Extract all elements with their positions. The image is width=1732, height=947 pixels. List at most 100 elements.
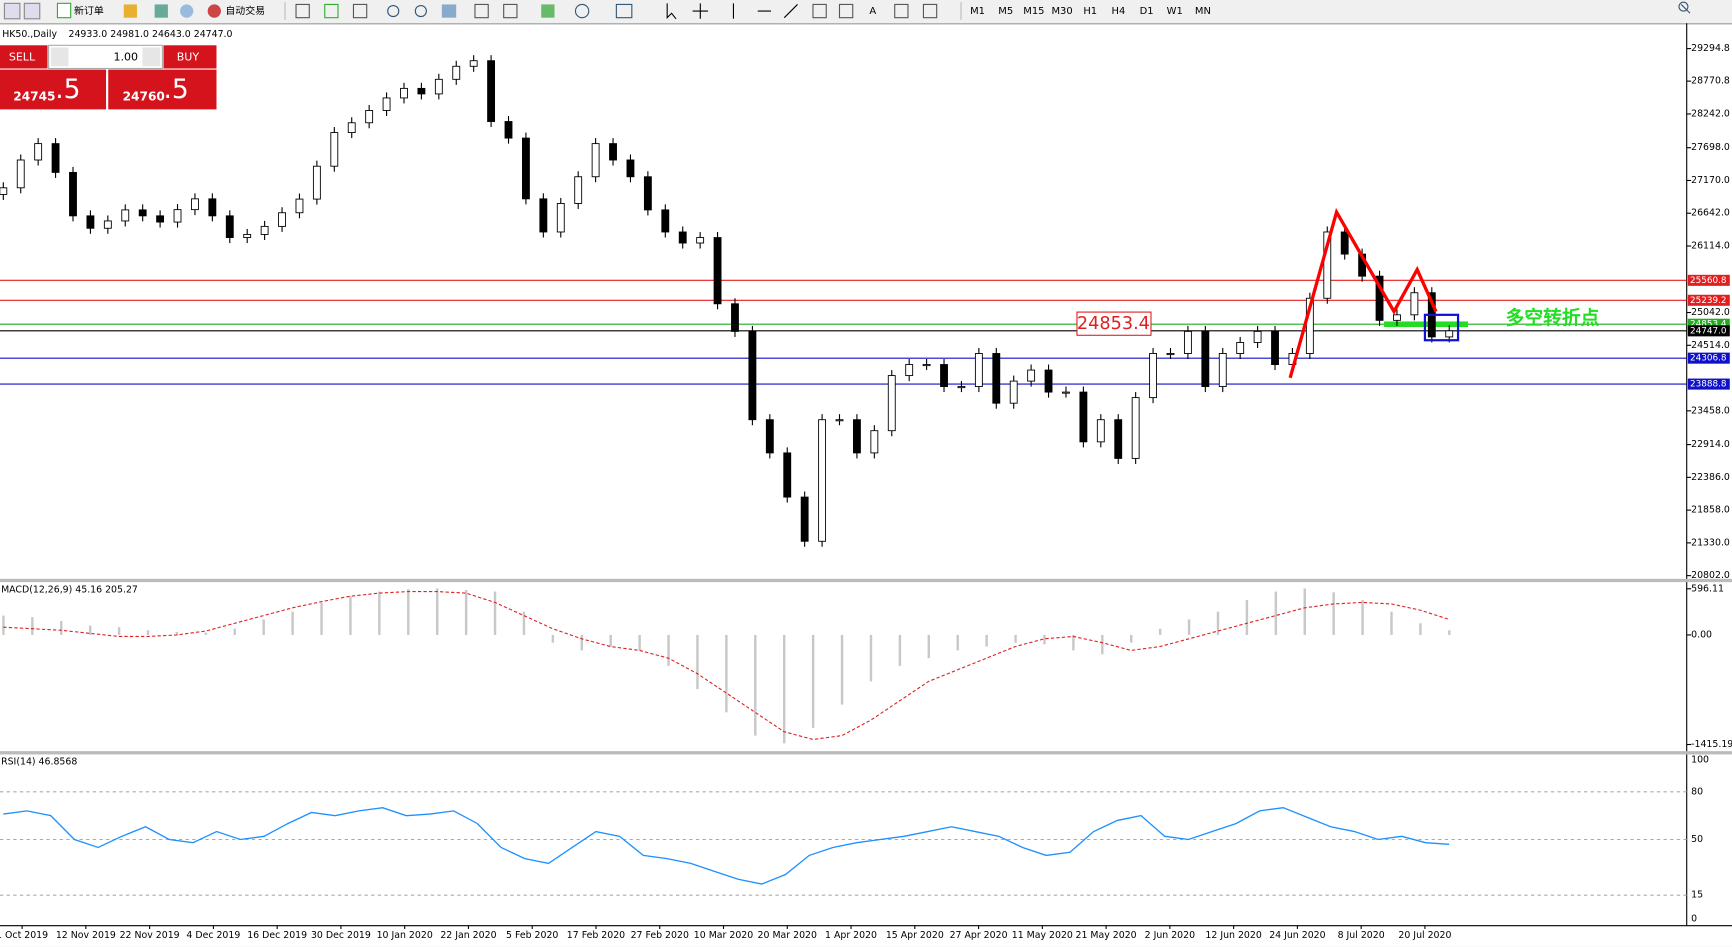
icon[interactable]: [154, 4, 168, 18]
search[interactable]: [1678, 1, 1691, 14]
volume[interactable]: 1.00: [114, 50, 139, 63]
macd-bar: [551, 634, 555, 643]
candle: [504, 121, 513, 139]
candle: [1236, 341, 1245, 354]
candle: [1271, 330, 1279, 365]
cursor-tool[interactable]: [666, 3, 677, 20]
sell-label[interactable]: SELL: [9, 50, 36, 63]
icon[interactable]: [352, 3, 368, 19]
auto-trading[interactable]: 自动交易: [225, 4, 265, 17]
candle: [1096, 419, 1105, 443]
macd-bar: [1274, 591, 1278, 635]
timeframe[interactable]: W1: [1167, 6, 1183, 17]
timeframe[interactable]: M15: [1023, 6, 1044, 17]
timeframe[interactable]: M5: [998, 6, 1013, 17]
timeframe[interactable]: M30: [1051, 6, 1072, 17]
macd-bar: [1448, 630, 1451, 635]
macd-bar: [1130, 634, 1133, 643]
bid-box[interactable]: [0, 69, 107, 110]
candle: [260, 225, 269, 235]
toolbar: [0, 0, 1732, 23]
icon[interactable]: [894, 3, 909, 19]
candle: [1183, 330, 1192, 354]
icon[interactable]: [441, 4, 457, 18]
text-tool[interactable]: A: [869, 6, 876, 17]
panel-separator: [0, 578, 1732, 583]
icon[interactable]: [541, 4, 555, 18]
macd-bar: [31, 617, 34, 635]
timeframe[interactable]: MN: [1195, 6, 1211, 17]
x-tick-label: 5 Feb 2020: [506, 930, 558, 941]
candle: [852, 419, 861, 454]
icon[interactable]: [574, 3, 590, 19]
level-tag: [1687, 352, 1730, 364]
y-tick-label: 22386.0: [1691, 472, 1730, 483]
candle: [783, 452, 792, 498]
new-order-icon[interactable]: [56, 2, 72, 19]
candle: [347, 122, 356, 134]
volume-input[interactable]: [48, 44, 163, 70]
buy-label[interactable]: BUY: [177, 50, 200, 63]
icon[interactable]: [23, 2, 41, 20]
buy-button[interactable]: [163, 45, 217, 69]
macd-bar: [1303, 588, 1306, 635]
spin[interactable]: [50, 47, 69, 67]
y-tick-label: 50: [1691, 834, 1703, 845]
icon[interactable]: [3, 2, 21, 20]
candle: [51, 143, 60, 173]
icon[interactable]: [324, 3, 339, 19]
icon[interactable]: [503, 3, 518, 19]
candle: [382, 97, 391, 111]
ask[interactable]: 24760: [123, 90, 165, 104]
crosshair-tool[interactable]: [692, 3, 709, 19]
zoom-in[interactable]: [387, 4, 400, 18]
icon[interactable]: [615, 3, 633, 19]
icon[interactable]: [812, 3, 827, 19]
icon[interactable]: [295, 3, 310, 19]
ask-box[interactable]: [108, 69, 217, 110]
candle: [1340, 231, 1349, 255]
level-label: 24853.4: [1690, 320, 1727, 330]
timeframe[interactable]: H1: [1083, 6, 1097, 17]
candle: [922, 364, 931, 367]
macd-bar: [493, 591, 497, 635]
icon[interactable]: [123, 4, 137, 18]
bid[interactable]: 24745: [13, 90, 55, 104]
candle: [103, 220, 112, 229]
line-tools[interactable]: [732, 3, 798, 19]
candle: [365, 110, 374, 124]
x-tick-label: 16 Dec 2019: [247, 930, 307, 941]
candle: [765, 419, 774, 454]
candle: [556, 202, 565, 233]
candle: [1114, 419, 1123, 459]
y-tick-label: 29294.8: [1691, 43, 1730, 54]
timeframe[interactable]: D1: [1140, 6, 1154, 17]
timeframe[interactable]: H4: [1112, 6, 1126, 17]
zoom-out[interactable]: [414, 4, 427, 18]
candle: [905, 364, 914, 377]
icon[interactable]: [838, 3, 854, 19]
level-label: 25239.2: [1690, 296, 1727, 306]
y-tick-label: 28770.8: [1691, 76, 1730, 87]
macd-bar: [464, 590, 468, 635]
macd-title: MACD(12,26,9) 45.16 205.27: [1, 584, 138, 595]
timeframe[interactable]: M1: [970, 6, 985, 17]
candle: [208, 198, 217, 217]
icon[interactable]: [922, 3, 938, 19]
macd-bar: [754, 634, 757, 736]
annotation-text: 多空转折点: [1506, 306, 1600, 329]
ask-fraction[interactable]: .5: [163, 74, 188, 105]
candle: [312, 165, 321, 200]
symbol: HK50.,Daily: [2, 29, 57, 40]
annotation-value: 24853.4: [1077, 314, 1150, 334]
new-order[interactable]: 新订单: [74, 4, 104, 17]
sell-button[interactable]: [0, 45, 48, 69]
icon[interactable]: [474, 3, 489, 19]
macd-bar: [811, 634, 815, 728]
spin[interactable]: [142, 47, 161, 67]
icon[interactable]: [180, 4, 194, 18]
y-tick-label: 100: [1691, 754, 1709, 765]
candle: [173, 209, 182, 223]
bid-fraction[interactable]: .5: [55, 74, 80, 105]
auto-trading-icon[interactable]: [207, 4, 221, 18]
